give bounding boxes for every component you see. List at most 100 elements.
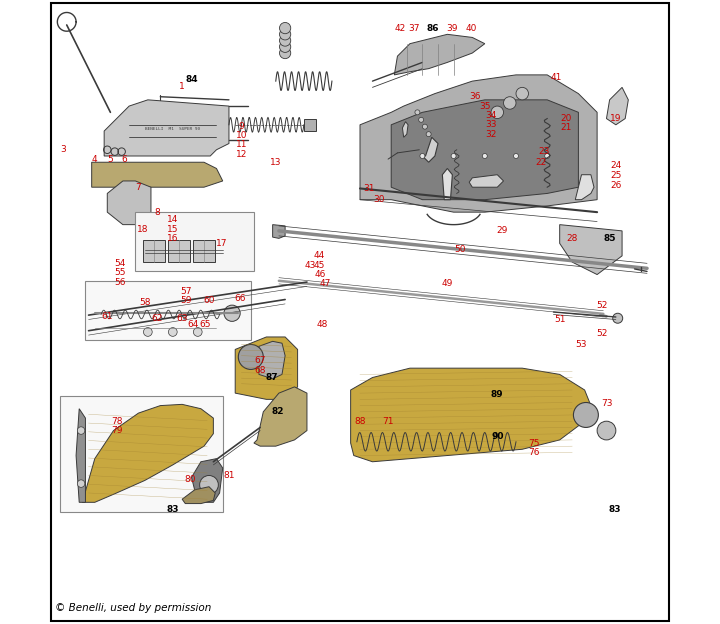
Text: 24: 24	[611, 161, 621, 170]
Polygon shape	[192, 459, 222, 502]
Text: 5: 5	[107, 155, 113, 163]
Text: 25: 25	[610, 172, 621, 180]
Text: 82: 82	[271, 407, 284, 416]
Text: 50: 50	[454, 245, 466, 254]
Bar	[60, 396, 222, 512]
Text: 44: 44	[314, 251, 325, 260]
Polygon shape	[182, 487, 215, 504]
Text: 73: 73	[600, 399, 612, 408]
Text: 53: 53	[576, 340, 588, 349]
Text: 47: 47	[320, 280, 331, 288]
Circle shape	[513, 154, 518, 158]
Circle shape	[224, 305, 240, 321]
Circle shape	[279, 35, 291, 46]
Text: 36: 36	[469, 92, 481, 101]
Text: 64: 64	[188, 320, 199, 329]
Polygon shape	[193, 240, 215, 262]
Text: 35: 35	[479, 102, 490, 110]
Text: 68: 68	[254, 366, 266, 374]
Polygon shape	[351, 368, 591, 462]
Text: 1: 1	[179, 82, 185, 90]
Polygon shape	[423, 137, 438, 162]
Text: 86: 86	[427, 24, 439, 32]
Polygon shape	[575, 175, 594, 200]
Circle shape	[279, 22, 291, 34]
Polygon shape	[273, 225, 285, 238]
Polygon shape	[235, 337, 297, 399]
Text: 40: 40	[465, 24, 477, 32]
Text: 9: 9	[238, 122, 244, 130]
Circle shape	[77, 480, 85, 487]
Text: 33: 33	[485, 120, 497, 129]
Circle shape	[516, 87, 528, 100]
Text: 26: 26	[610, 181, 621, 190]
Polygon shape	[606, 87, 629, 125]
Circle shape	[451, 154, 456, 158]
Polygon shape	[391, 100, 578, 200]
Polygon shape	[91, 162, 222, 187]
Circle shape	[503, 97, 516, 109]
Text: 37: 37	[408, 24, 420, 32]
Polygon shape	[104, 100, 229, 156]
Text: 65: 65	[199, 320, 211, 329]
Circle shape	[573, 402, 598, 427]
Circle shape	[238, 344, 264, 369]
Circle shape	[194, 328, 202, 336]
Text: 19: 19	[610, 114, 621, 123]
Text: 14: 14	[167, 215, 179, 224]
Text: 89: 89	[491, 390, 503, 399]
Text: 11: 11	[235, 140, 247, 149]
Text: 67: 67	[254, 356, 266, 365]
Text: 6: 6	[121, 155, 127, 163]
Text: 41: 41	[551, 74, 562, 82]
Text: 28: 28	[567, 234, 578, 243]
Text: 79: 79	[111, 426, 122, 435]
Text: 76: 76	[528, 448, 539, 457]
Circle shape	[279, 41, 291, 52]
Text: 55: 55	[114, 268, 125, 277]
Circle shape	[545, 154, 549, 158]
Circle shape	[199, 475, 218, 494]
Text: 75: 75	[528, 439, 539, 447]
Circle shape	[482, 154, 487, 158]
Polygon shape	[168, 240, 190, 262]
Text: 34: 34	[485, 111, 497, 120]
Polygon shape	[559, 225, 622, 275]
Text: 18: 18	[137, 225, 148, 234]
Text: 88: 88	[354, 417, 366, 426]
Circle shape	[279, 47, 291, 59]
Text: 15: 15	[167, 225, 179, 234]
Polygon shape	[254, 387, 307, 446]
Text: 49: 49	[441, 280, 453, 288]
Text: 58: 58	[139, 298, 150, 307]
Circle shape	[143, 328, 152, 336]
Bar	[86, 281, 251, 340]
Text: 46: 46	[315, 270, 326, 279]
Polygon shape	[259, 341, 285, 379]
Text: 13: 13	[270, 158, 282, 167]
Text: 51: 51	[554, 315, 565, 324]
Text: 8: 8	[154, 208, 160, 217]
Text: 12: 12	[235, 150, 247, 158]
Text: 66: 66	[235, 294, 246, 303]
Text: 90: 90	[491, 432, 503, 441]
Text: 17: 17	[216, 239, 228, 248]
Text: 80: 80	[184, 475, 196, 484]
Text: 83: 83	[166, 505, 179, 514]
Text: 57: 57	[181, 287, 192, 296]
Circle shape	[415, 110, 420, 115]
Text: 62: 62	[151, 314, 163, 323]
Circle shape	[420, 154, 425, 158]
Circle shape	[279, 29, 291, 40]
Polygon shape	[360, 75, 597, 212]
Text: 56: 56	[114, 278, 125, 286]
Text: 78: 78	[111, 417, 122, 426]
Text: 54: 54	[114, 259, 125, 268]
Text: 10: 10	[235, 131, 247, 140]
Text: 22: 22	[536, 158, 546, 167]
Text: 45: 45	[314, 261, 325, 270]
Text: 4: 4	[92, 155, 98, 163]
Polygon shape	[395, 34, 485, 75]
Text: 52: 52	[596, 329, 608, 338]
Text: 48: 48	[317, 320, 328, 329]
